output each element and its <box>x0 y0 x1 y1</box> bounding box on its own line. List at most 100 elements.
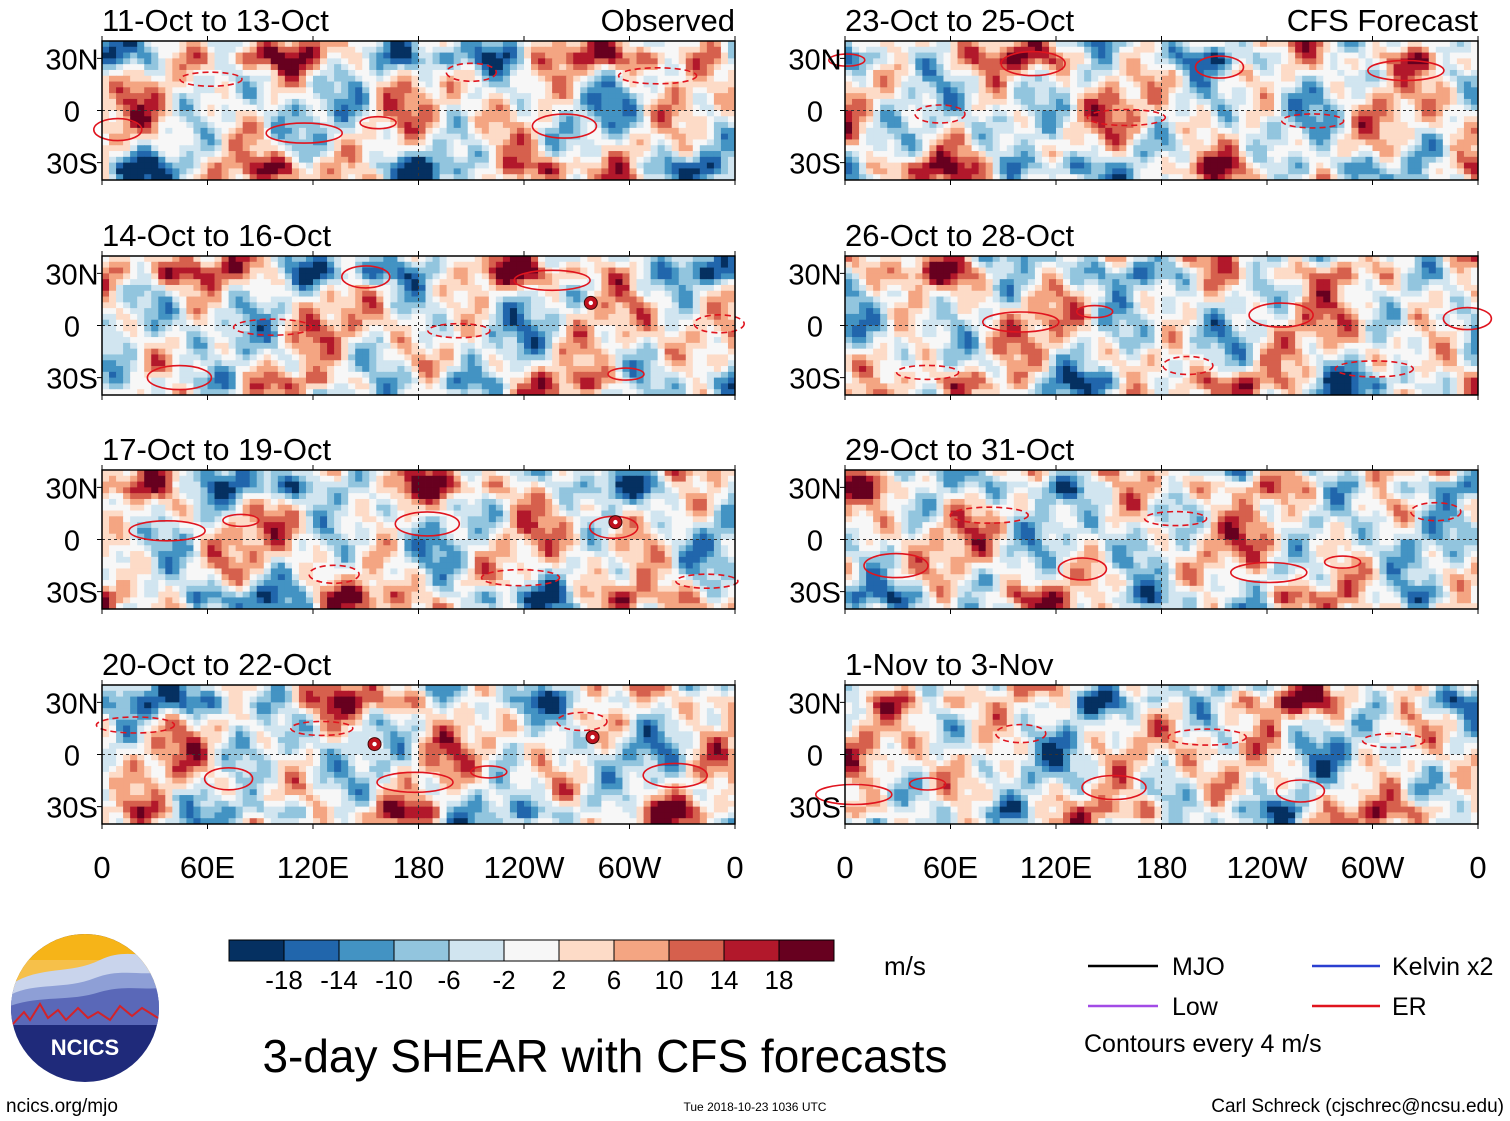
logo-text: NCICS <box>51 1035 119 1060</box>
colorbar-swatch <box>228 939 285 962</box>
shear-field <box>845 41 1479 181</box>
colorbar-label: -14 <box>320 965 358 995</box>
longitude-axes: 0 60E 120E 180 120W 60W 0 0 60E 120E 180 120W 60W 0 <box>93 850 1486 885</box>
colorbar-label: 14 <box>710 965 739 995</box>
shear-field <box>845 470 1479 610</box>
colorbar-swatch <box>723 939 780 962</box>
lat-tick-label: 30N <box>788 44 841 76</box>
panel-date-range: 17-Oct to 19-Oct <box>102 432 332 467</box>
lat-tick-label: 30N <box>45 259 98 291</box>
er-contours <box>814 723 1426 806</box>
footer-url: ncics.org/mjo <box>6 1096 118 1117</box>
colorbar-swatch <box>668 939 725 962</box>
legend-label-kelvin: Kelvin x2 <box>1392 953 1493 981</box>
lat-tick-label: 30N <box>788 473 841 505</box>
colorbar-label: 18 <box>765 965 794 995</box>
colorbar-swatch <box>393 939 450 962</box>
er-contours <box>895 302 1493 381</box>
colorbar: -18 -14 -10 -6 -2 2 6 10 14 18 <box>228 939 835 995</box>
colorbar-swatch <box>283 939 340 962</box>
er-contours <box>827 50 1445 129</box>
lat-tick-label: 30S <box>789 364 841 396</box>
colorbar-label: 10 <box>655 965 684 995</box>
er-contours <box>863 501 1462 584</box>
map-panel: 23-Oct to 25-Oct CFS Forecast 30N 0 30S <box>788 3 1479 185</box>
lat-tick-label: 0 <box>64 741 80 773</box>
panel-date-range: 11-Oct to 13-Oct <box>102 3 329 38</box>
colorbar-swatch <box>503 939 560 962</box>
footer-timestamp: Tue 2018-10-23 1036 UTC <box>684 1100 827 1114</box>
footer-credit: Carl Schreck (cjschrec@ncsu.edu) <box>1211 1096 1504 1117</box>
colorbar-swatch <box>338 939 395 962</box>
lat-tick-label: 30S <box>789 793 841 825</box>
contour-interval-note: Contours every 4 m/s <box>1084 1030 1322 1058</box>
figure-title: 3-day SHEAR with CFS forecasts <box>262 1030 947 1082</box>
colorbar-label: 2 <box>552 965 566 995</box>
lon-tick-label: 120E <box>1020 850 1092 885</box>
contour-legend: MJO Kelvin x2 Low ER Contours every 4 m/… <box>1084 953 1493 1058</box>
legend-label-mjo: MJO <box>1172 953 1225 981</box>
colorbar-swatch <box>558 939 615 962</box>
panel-date-range: 20-Oct to 22-Oct <box>102 647 332 682</box>
panel-date-range: 26-Oct to 28-Oct <box>845 218 1075 253</box>
lat-tick-label: 30N <box>788 259 841 291</box>
lon-tick-label: 120E <box>277 850 349 885</box>
tropical-storm-icon <box>608 515 623 530</box>
lat-tick-label: 0 <box>807 97 823 129</box>
shear-field <box>845 685 1479 825</box>
lat-tick-label: 30N <box>45 688 98 720</box>
colorbar-swatch <box>778 939 835 962</box>
lat-tick-label: 30S <box>46 364 98 396</box>
colorbar-label: -18 <box>265 965 303 995</box>
lon-tick-label: 120W <box>1227 850 1309 885</box>
colorbar-swatch <box>448 939 505 962</box>
lon-tick-label: 60W <box>598 850 662 885</box>
lat-tick-label: 30N <box>45 44 98 76</box>
shear-field <box>102 470 736 610</box>
legend-label-er: ER <box>1392 993 1427 1021</box>
lon-tick-label: 60W <box>1341 850 1405 885</box>
shear-field <box>102 41 736 181</box>
panel-source-tag: Observed <box>601 3 735 38</box>
colorbar-label: -10 <box>375 965 413 995</box>
panel-date-range: 29-Oct to 31-Oct <box>845 432 1075 467</box>
colorbar-label: -2 <box>492 965 515 995</box>
lat-tick-label: 30S <box>789 149 841 181</box>
colorbar-label: 6 <box>607 965 621 995</box>
lon-tick-label: 0 <box>93 850 110 885</box>
colorbar-label: -6 <box>437 965 460 995</box>
lat-tick-label: 30N <box>788 688 841 720</box>
logo-landscape <box>11 934 159 1026</box>
er-contours <box>146 265 746 391</box>
shear-field <box>102 685 736 825</box>
shear-field <box>845 256 1479 396</box>
tropical-storm-icon <box>585 730 600 745</box>
er-contours <box>95 711 709 794</box>
ncics-logo: NCICS <box>11 934 159 1082</box>
lon-tick-label: 180 <box>1136 850 1188 885</box>
lat-tick-label: 30S <box>46 578 98 610</box>
lat-tick-label: 30S <box>46 793 98 825</box>
panel-date-range: 14-Oct to 16-Oct <box>102 218 332 253</box>
er-contours <box>93 62 698 144</box>
lon-tick-label: 180 <box>393 850 445 885</box>
panel-date-range: 1-Nov to 3-Nov <box>845 647 1054 682</box>
colorbar-unit: m/s <box>884 951 926 981</box>
lat-tick-label: 0 <box>64 312 80 344</box>
lon-tick-label: 0 <box>836 850 853 885</box>
legend-label-low: Low <box>1172 993 1219 1021</box>
lon-tick-label: 120W <box>484 850 566 885</box>
panel-source-tag: CFS Forecast <box>1287 3 1479 38</box>
lat-tick-label: 0 <box>64 97 80 129</box>
lon-tick-label: 60E <box>923 850 978 885</box>
lon-tick-label: 0 <box>726 850 743 885</box>
shear-field <box>102 256 736 396</box>
